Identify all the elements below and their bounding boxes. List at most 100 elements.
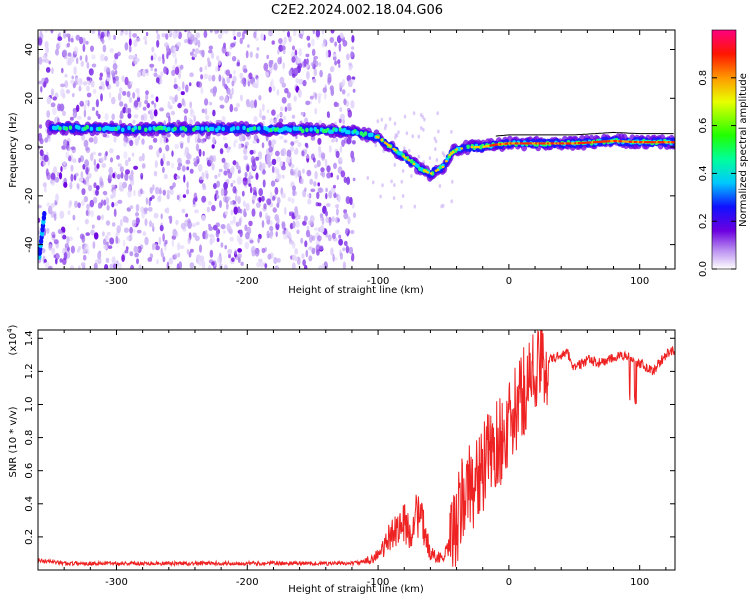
speckle-point (266, 153, 271, 163)
speckle-point (262, 179, 266, 188)
speckle-point (249, 186, 253, 194)
speckle-point (76, 104, 80, 113)
speckle-point (104, 113, 109, 121)
speckle-point (208, 45, 213, 51)
speckle-point (326, 165, 331, 173)
speckle-point (321, 152, 326, 159)
speckle-point (118, 262, 122, 269)
speckle-point (201, 195, 207, 203)
speckle-point (314, 170, 318, 180)
speckle-point (115, 79, 120, 88)
speckle-point (388, 117, 392, 121)
speckle-point (216, 228, 220, 235)
ridge-inner (309, 127, 313, 132)
speckle-point (266, 109, 270, 114)
speckle-point (243, 208, 247, 217)
speckle-point (119, 219, 123, 227)
speckle-point (183, 150, 188, 157)
speckle-point (187, 32, 192, 38)
speckle-point (159, 107, 164, 112)
speckle-point (269, 220, 273, 226)
speckle-point (289, 237, 292, 243)
speckle-point (133, 189, 136, 197)
speckle-point (219, 148, 224, 155)
speckle-point (251, 208, 256, 217)
speckle-point (329, 85, 334, 92)
speckle-point (248, 183, 252, 187)
speckle-point (274, 186, 279, 195)
speckle-point (93, 136, 98, 145)
speckle-point (98, 85, 103, 90)
speckle-point (108, 166, 113, 175)
speckle-point (339, 252, 343, 260)
speckle-point (352, 140, 356, 145)
speckle-point (144, 236, 149, 246)
speckle-point (308, 246, 313, 251)
speckle-point (223, 230, 226, 234)
speckle-point (84, 159, 89, 168)
speckle-point (128, 96, 133, 104)
speckle-point (270, 232, 273, 239)
speckle-point (294, 49, 298, 57)
speckle-point (268, 30, 273, 37)
speckle-point (123, 227, 129, 233)
speckle-point (300, 33, 303, 39)
speckle-point (342, 247, 346, 252)
speckle-point (307, 42, 311, 48)
speckle-point (226, 51, 232, 57)
speckle-point (284, 207, 287, 215)
speckle-point (117, 199, 123, 204)
speckle-point (66, 144, 71, 152)
speckle-point (226, 148, 230, 153)
speckle-point (311, 235, 316, 241)
speckle-point (54, 176, 60, 183)
spectrogram-x-axis-label: Height of straight line (km) (288, 285, 424, 296)
speckle-point (383, 126, 387, 131)
ridge-peak (380, 138, 384, 142)
speckle-point (180, 91, 185, 96)
speckle-point (193, 157, 198, 162)
speckle-point (218, 168, 223, 173)
speckle-point (96, 215, 101, 221)
speckle-point (127, 185, 132, 192)
speckle-point (107, 245, 113, 250)
speckle-point (306, 169, 312, 177)
speckle-point (229, 93, 233, 100)
speckle-point (116, 225, 121, 234)
speckle-point (211, 144, 215, 149)
speckle-point (298, 78, 304, 85)
speckle-point (134, 247, 139, 253)
speckle-point (295, 78, 300, 84)
speckle-point (337, 59, 341, 65)
speckle-point (42, 54, 48, 59)
speckle-point (160, 71, 164, 77)
speckle-point (85, 232, 90, 237)
speckle-point (224, 245, 227, 250)
speckle-point (294, 248, 299, 255)
speckle-point (90, 210, 94, 218)
speckle-point (338, 234, 342, 239)
speckle-point (405, 131, 409, 136)
speckle-point (67, 250, 71, 259)
speckle-point (208, 226, 213, 231)
speckle-point (70, 146, 76, 151)
speckle-point (190, 109, 195, 118)
speckle-point (155, 77, 160, 84)
speckle-point (114, 75, 119, 81)
speckle-point (238, 218, 242, 227)
speckle-point (237, 248, 243, 253)
speckle-point (242, 177, 248, 182)
speckle-point (127, 112, 132, 119)
speckle-point (237, 58, 240, 63)
speckle-point (155, 30, 159, 35)
speckle-point (103, 199, 107, 206)
speckle-point (131, 219, 137, 228)
speckle-point (51, 67, 54, 75)
speckle-point (187, 153, 192, 160)
speckle-point (334, 41, 337, 47)
speckle-point (417, 154, 421, 159)
speckle-point (352, 88, 356, 93)
speckle-point (412, 111, 416, 116)
speckle-point (62, 49, 68, 57)
speckle-point (171, 238, 175, 248)
